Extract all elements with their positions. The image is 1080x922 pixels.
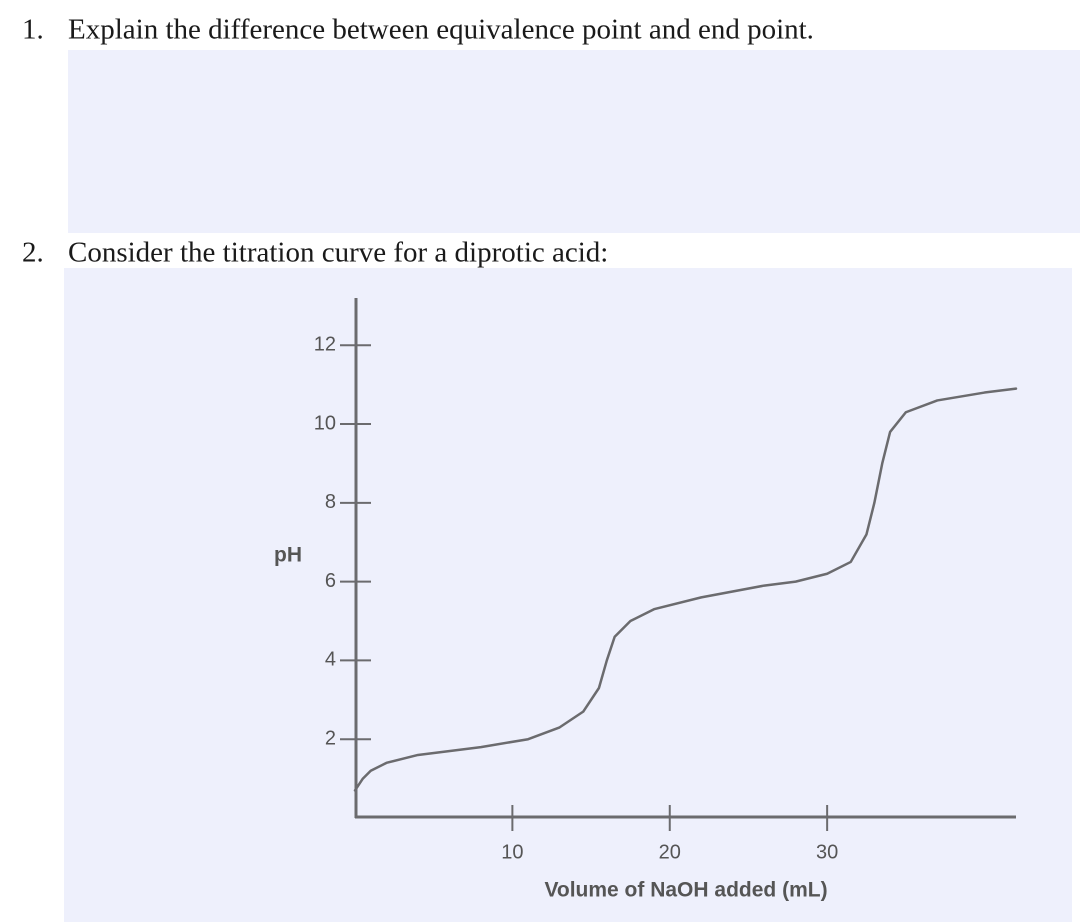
x-tick-label: 10 [501, 841, 523, 863]
y-tick-label: 6 [325, 570, 336, 592]
question-text: Explain the difference between equivalen… [68, 14, 814, 46]
question-number: 2. [22, 237, 44, 269]
y-tick-label: 10 [314, 412, 336, 434]
y-tick-label: 4 [325, 649, 336, 671]
x-tick-label: 20 [659, 841, 681, 863]
titration-curve [353, 387, 1018, 792]
y-tick-label: 8 [325, 491, 336, 513]
y-axis-label: pH [274, 544, 302, 567]
y-tick-label: 2 [325, 727, 336, 749]
x-axis-label: Volume of NaOH added (mL) [544, 879, 827, 902]
x-tick-label: 30 [816, 841, 838, 863]
answer-box [68, 50, 1080, 233]
question-text: Consider the titration curve for a dipro… [68, 237, 608, 269]
y-tick-label: 12 [314, 334, 336, 356]
chart-box [64, 268, 1072, 922]
question-number: 1. [22, 14, 44, 46]
